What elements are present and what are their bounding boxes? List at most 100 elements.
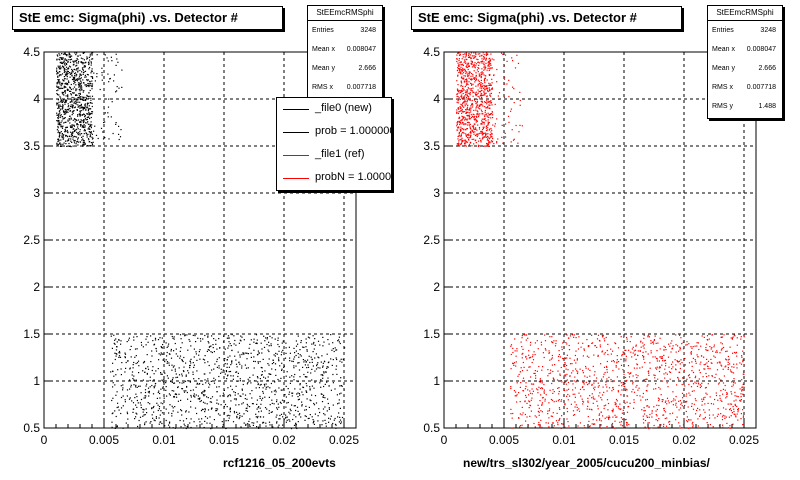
right-point	[474, 64, 476, 66]
right-point	[664, 401, 666, 403]
right-point	[531, 397, 533, 399]
left-point	[295, 409, 297, 412]
right-point	[486, 95, 488, 97]
right-point	[642, 342, 644, 344]
right-point	[467, 111, 469, 113]
right-point	[496, 81, 498, 83]
right-point	[491, 129, 493, 131]
right-point	[482, 133, 484, 135]
left-point	[268, 412, 270, 414]
right-point	[516, 348, 518, 350]
left-point	[114, 343, 116, 345]
left-point	[207, 336, 209, 338]
left-point	[62, 100, 64, 102]
left-point	[74, 106, 76, 108]
right-point	[718, 382, 720, 384]
right-point	[480, 109, 483, 111]
left-point	[59, 110, 61, 112]
right-point	[733, 413, 735, 415]
right-point	[494, 125, 496, 127]
right-point	[461, 76, 463, 78]
left-point	[241, 336, 243, 338]
left-point	[302, 394, 304, 396]
left-point	[82, 58, 84, 60]
left-point	[175, 393, 177, 395]
right-point	[558, 354, 560, 356]
left-point	[320, 361, 322, 363]
right-point	[486, 107, 488, 109]
left-point	[271, 337, 273, 339]
right-point	[492, 114, 494, 116]
left-point	[66, 72, 68, 74]
left-point	[261, 348, 263, 350]
left-point	[235, 385, 237, 387]
right-point	[487, 121, 489, 123]
left-point	[322, 336, 324, 338]
right-point	[564, 362, 566, 364]
left-point	[64, 91, 66, 93]
left-point	[291, 375, 293, 377]
right-point	[657, 397, 659, 399]
right-point	[527, 337, 529, 339]
right-point	[481, 138, 483, 140]
left-point	[313, 341, 315, 344]
right-point	[503, 78, 506, 80]
right-point	[524, 413, 526, 416]
left-point	[84, 103, 86, 105]
right-point	[457, 107, 459, 109]
right-point	[616, 416, 618, 418]
right-point	[491, 87, 493, 89]
right-point	[551, 336, 553, 338]
right-point	[521, 337, 523, 339]
left-point	[220, 404, 222, 406]
left-point	[163, 379, 165, 381]
right-point	[467, 108, 469, 111]
right-point	[512, 139, 515, 141]
left-point	[153, 411, 155, 413]
left-point	[104, 54, 106, 56]
left-point	[116, 346, 118, 348]
left-point	[236, 417, 238, 419]
right-point	[526, 369, 528, 371]
left-point	[229, 409, 231, 411]
left-point	[258, 352, 260, 354]
right-point	[560, 427, 562, 429]
left-point	[115, 64, 117, 66]
left-point	[167, 377, 169, 379]
right-point	[581, 386, 584, 389]
right-point	[512, 60, 514, 62]
left-point	[85, 84, 87, 86]
right-point	[461, 108, 463, 111]
right-point	[540, 344, 543, 346]
left-point	[223, 413, 225, 415]
right-point	[484, 111, 486, 113]
left-point	[250, 356, 252, 358]
left-point	[69, 72, 71, 74]
left-point	[62, 104, 64, 106]
right-point	[617, 390, 619, 392]
right-point	[483, 58, 485, 60]
right-point	[732, 372, 735, 374]
right-point	[488, 104, 490, 106]
left-point	[274, 393, 276, 396]
left-point	[256, 421, 258, 423]
left-point	[57, 145, 59, 147]
right-point	[484, 118, 486, 120]
left-point	[79, 105, 82, 107]
right-point	[686, 416, 688, 418]
right-point	[488, 122, 490, 124]
right-point	[619, 403, 621, 405]
right-stats-entries: Entries 3248	[712, 27, 776, 34]
left-point	[75, 143, 77, 145]
left-point	[175, 348, 177, 350]
left-point	[92, 58, 94, 60]
left-point	[198, 378, 200, 380]
left-point	[260, 366, 262, 369]
left-point	[182, 360, 184, 363]
left-point	[56, 120, 58, 122]
right-point	[487, 116, 489, 118]
left-point	[197, 395, 199, 397]
right-point	[471, 57, 473, 59]
left-point	[305, 415, 307, 418]
left-point	[63, 101, 66, 103]
